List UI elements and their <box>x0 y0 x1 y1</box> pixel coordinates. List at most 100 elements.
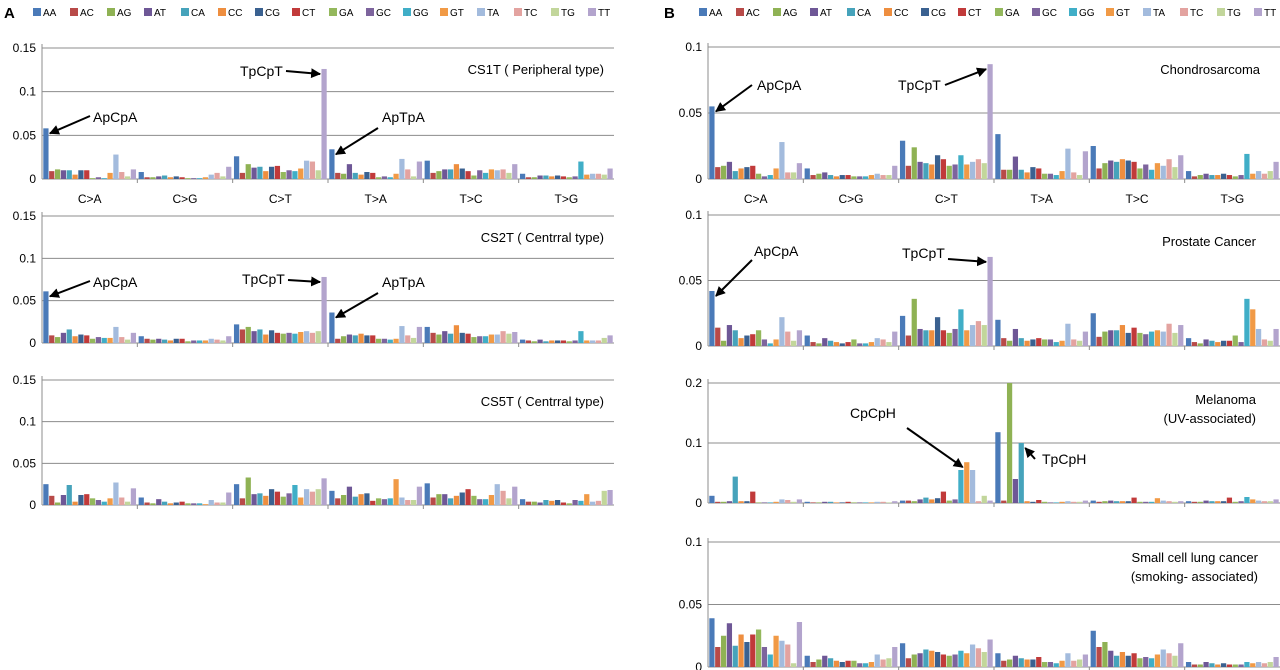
bar-C>T-AC <box>239 172 246 179</box>
bar-C>G-GT <box>868 342 875 346</box>
bar-C>G-CA <box>161 339 168 343</box>
annotation-TpCpH: TpCpH <box>1042 451 1086 467</box>
bar-C>G-TT <box>226 492 232 505</box>
bar-T>A-TA <box>1065 501 1071 503</box>
bar-C>T-AA <box>899 140 906 179</box>
bar-T>C-GG <box>482 499 489 505</box>
bar-T>A-AC <box>335 172 341 179</box>
bar-T>G-GC <box>572 500 578 505</box>
bar-T>C-CT <box>465 489 471 505</box>
annotation-arrow <box>944 67 988 86</box>
bar-C>G-AT <box>822 338 828 346</box>
bar-T>C-TC <box>1166 159 1172 179</box>
bar-C>A-AA <box>43 484 49 505</box>
bar-T>C-CT <box>465 171 471 179</box>
bar-C>A-GC <box>761 647 768 667</box>
bar-C>G-AA <box>804 168 810 179</box>
group-label-C>T: C>T <box>269 192 293 206</box>
bar-T>G-AT <box>1203 339 1209 346</box>
bar-C>G-CT <box>845 660 851 667</box>
bar-C>T-AT <box>917 161 923 179</box>
bar-C>T-TA <box>969 325 976 346</box>
bar-C>A-TC <box>785 172 791 179</box>
bar-C>A-TG <box>790 172 797 179</box>
bar-T>A-GT <box>393 338 399 343</box>
bar-C>G-CG <box>839 662 845 667</box>
bar-C>T-TT <box>987 256 993 346</box>
bar-T>C-GT <box>1154 163 1161 179</box>
bar-T>C-TT <box>512 331 518 343</box>
bar-T>G-CA <box>1209 175 1215 179</box>
bar-T>A-CC <box>1024 659 1030 667</box>
bar-T>G-CG <box>1220 173 1227 179</box>
bar-T>C-AC <box>430 497 436 505</box>
bar-C>A-TG <box>124 176 131 179</box>
bar-C>A-TT <box>130 332 137 343</box>
bar-T>G-TG <box>601 337 607 343</box>
legend-label-GA: GA <box>1005 8 1020 19</box>
bar-T>C-AG <box>436 334 442 343</box>
bar-C>T-TA <box>303 160 310 179</box>
bar-T>G-TA <box>1255 328 1262 346</box>
bar-T>G-AG <box>1197 175 1203 179</box>
bar-T>C-AG <box>1102 501 1108 503</box>
bar-C>G-CC <box>833 342 840 346</box>
bar-T>G-CA <box>543 175 549 179</box>
bar-T>C-GT <box>488 495 495 505</box>
bar-T>A-AA <box>995 653 1001 667</box>
bar-C>T-AC <box>905 165 912 179</box>
y-tick-label: 0.2 <box>685 376 702 390</box>
bar-C>T-GG <box>958 470 964 503</box>
legend-swatch-TC <box>1180 8 1188 16</box>
bar-C>G-AG <box>150 339 156 343</box>
legend-swatch-TG <box>551 8 559 16</box>
bar-T>C-CT <box>1131 161 1137 179</box>
bar-T>G-AT <box>537 175 543 179</box>
bar-T>G-GA <box>566 177 572 179</box>
bar-T>A-AG <box>340 495 347 505</box>
bar-T>G-AG <box>531 177 537 179</box>
bar-C>A-CC <box>738 634 744 667</box>
bar-T>G-CT <box>560 502 567 505</box>
bar-C>G-CT <box>179 177 185 179</box>
bar-C>T-AC <box>905 658 912 667</box>
bar-C>A-CG <box>744 335 750 346</box>
bar-C>G-GA <box>851 176 857 179</box>
bar-T>G-GT <box>584 174 590 179</box>
chart-title: CS2T ( Centrral type) <box>481 230 604 245</box>
bar-C>A-AC <box>49 495 55 505</box>
bar-C>A-CG <box>744 642 750 667</box>
bar-T>A-CC <box>358 333 364 343</box>
bar-C>A-GC <box>761 176 768 179</box>
legend-label-AT: AT <box>154 8 166 19</box>
group-label-T>G: T>G <box>1220 192 1244 206</box>
bar-T>A-AC <box>1001 338 1007 346</box>
bar-C>G-AA <box>804 501 810 503</box>
bar-C>A-GG <box>101 501 107 505</box>
bar-T>C-TT <box>1178 155 1184 179</box>
bar-T>A-TA <box>1065 148 1071 179</box>
bar-T>C-CA <box>1113 330 1120 346</box>
legend-label-TT: TT <box>1264 8 1276 19</box>
bar-T>A-AT <box>1012 156 1019 179</box>
bar-C>T-GA <box>280 172 286 179</box>
legend-label-GG: GG <box>1079 8 1095 19</box>
bar-C>T-GT <box>964 653 970 667</box>
bar-T>A-CA <box>352 496 358 505</box>
bar-T>C-AC <box>1096 168 1102 179</box>
bar-C>G-TT <box>892 501 898 503</box>
legend-swatch-CG <box>921 8 929 16</box>
bar-T>A-AG <box>340 173 347 179</box>
bar-T>A-CG <box>364 172 370 179</box>
bar-T>C-CC <box>1119 159 1126 179</box>
bar-C>T-TG <box>981 495 987 503</box>
bar-C>G-CG <box>839 175 845 179</box>
bar-T>C-CC <box>453 164 460 179</box>
bar-T>G-AT <box>537 502 543 505</box>
group-label-T>C: T>C <box>459 192 482 206</box>
bar-C>G-TG <box>220 176 226 179</box>
bar-C>A-CT <box>84 170 90 179</box>
legend-swatch-TT <box>588 8 596 16</box>
legend-label-CC: CC <box>228 8 242 19</box>
bar-C>G-CT <box>179 338 185 343</box>
